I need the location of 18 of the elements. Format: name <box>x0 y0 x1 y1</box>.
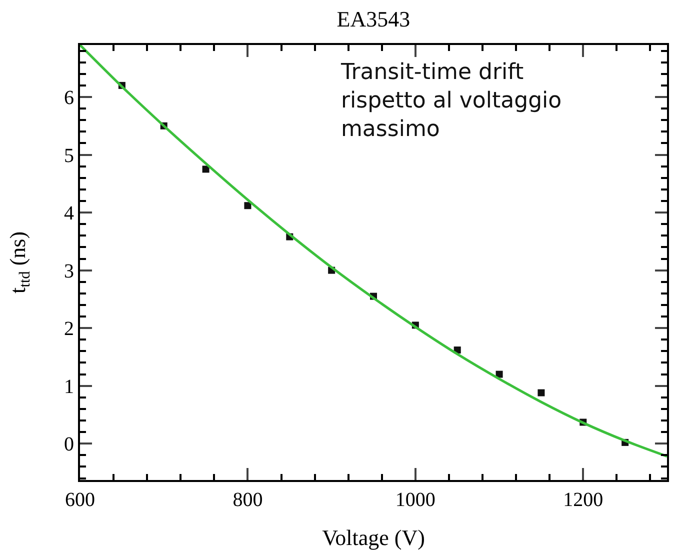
y-tick-label: 2 <box>64 318 74 340</box>
point <box>244 202 252 210</box>
y-tick-label: 4 <box>64 202 74 225</box>
point <box>538 389 545 396</box>
x-tick-label: 600 <box>65 489 95 511</box>
y-tick-label: 6 <box>64 86 74 109</box>
line-series <box>80 45 667 458</box>
y-tick-label: 3 <box>64 260 74 282</box>
annotation: Transit-time drift rispetto al voltaggio massimo <box>340 60 562 142</box>
y-tick-label: 1 <box>64 376 74 398</box>
x-tick-label: 1000 <box>395 489 436 511</box>
y-tick-label: 0 <box>64 434 74 456</box>
x-tick-label: 1200 <box>563 489 604 511</box>
y-tick-label: 5 <box>64 144 74 167</box>
point <box>202 166 210 173</box>
x-tick-label: 800 <box>232 489 263 511</box>
x-axis-title: Voltage (V) <box>322 525 425 550</box>
chart-title: EA3543 <box>336 6 410 32</box>
